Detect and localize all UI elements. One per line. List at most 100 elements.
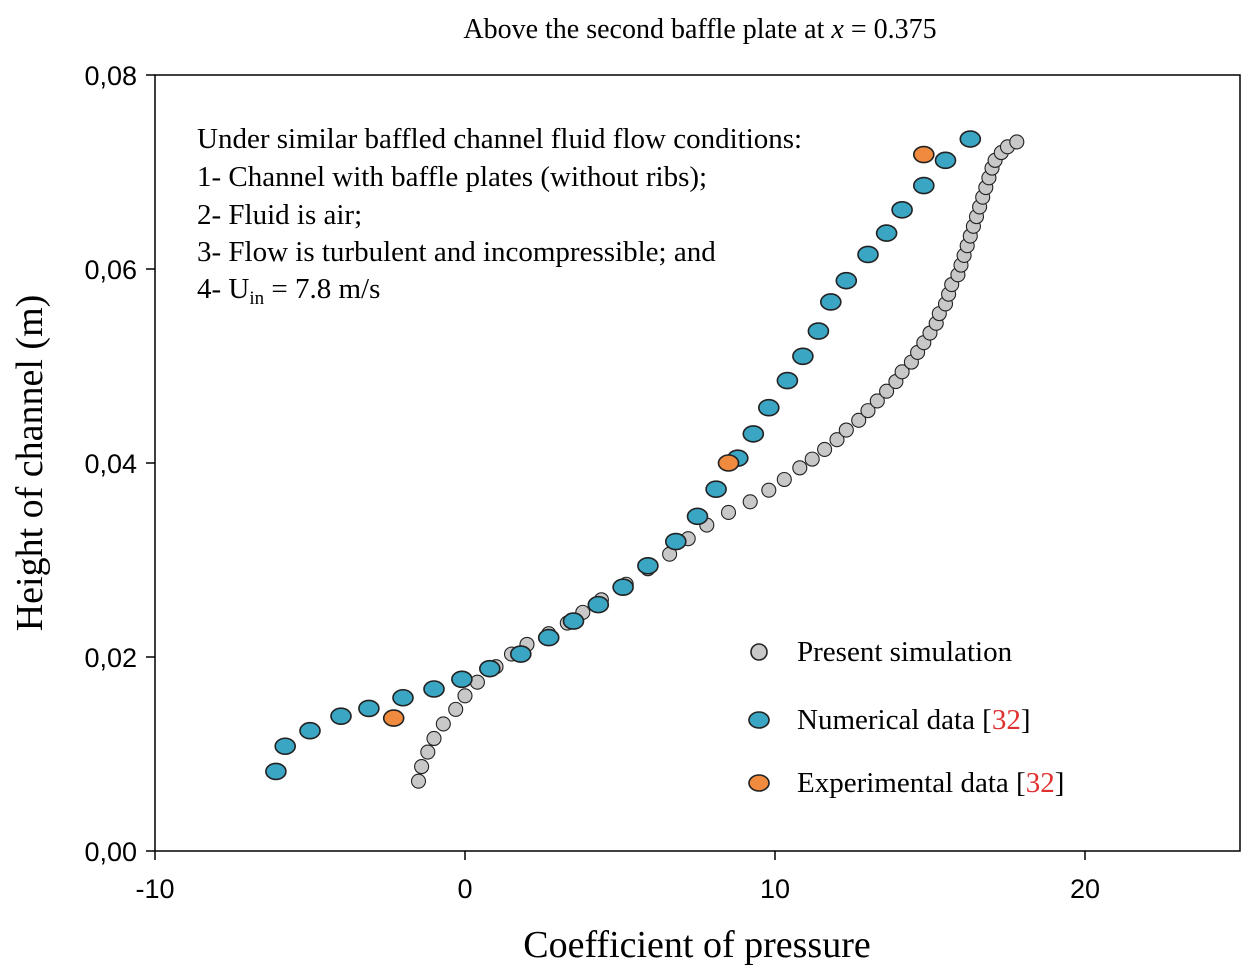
data-point: [587, 595, 610, 614]
legend-label: Experimental data [32]: [797, 767, 1064, 799]
data-point: [382, 709, 405, 727]
annotation-line-4-suffix: = 7.8 m/s: [264, 273, 380, 305]
data-point: [761, 482, 777, 498]
data-point: [894, 364, 910, 380]
y-axis-label: Height of channel (m): [9, 295, 51, 632]
legend-label-ref: 32: [992, 704, 1021, 736]
data-point: [664, 532, 687, 551]
legend-label-name: Present simulation: [797, 636, 1013, 668]
data-point: [637, 557, 659, 575]
data-point: [410, 773, 427, 789]
x-tick-label: 0: [457, 874, 472, 904]
data-point: [537, 628, 560, 647]
chart-title-prefix: Above the second baffle plate at: [463, 14, 831, 45]
chart-title-suffix: = 0.375: [844, 14, 937, 45]
legend-marker: [748, 774, 770, 792]
data-point: [819, 293, 842, 311]
y-tick-label: 0,04: [84, 449, 137, 479]
conditions-annotation: Under similar baffled channel fluid flow…: [197, 123, 802, 309]
data-point: [509, 645, 532, 663]
data-point: [934, 151, 957, 170]
x-axis-ticks: -10 0 10 20: [135, 851, 1100, 904]
data-point: [420, 744, 436, 760]
legend-label: Present simulation: [797, 636, 1013, 668]
legend-marker: [748, 711, 770, 729]
data-point: [776, 471, 792, 488]
data-point: [912, 145, 935, 164]
annotation-line-4: 4- Uin = 7.8 m/s: [197, 273, 380, 309]
x-axis-label: Coefficient of pressure: [523, 924, 871, 966]
legend-label-close: ]: [1021, 704, 1031, 736]
data-point: [792, 347, 814, 366]
data-point: [358, 699, 380, 718]
data-point: [959, 130, 982, 148]
data-point: [860, 403, 876, 419]
data-point: [875, 224, 898, 242]
data-point: [392, 688, 414, 707]
y-tick-label: 0,02: [84, 643, 137, 673]
x-tick-label: -10: [135, 874, 174, 904]
series-present-simulation: [410, 134, 1025, 789]
data-point: [879, 383, 895, 399]
data-point: [299, 721, 321, 740]
data-point: [686, 507, 709, 526]
data-point: [451, 670, 473, 689]
y-axis-ticks: 0,00 0,02 0,04 0,06 0,08: [84, 61, 155, 867]
chart-title: Above the second baffle plate at x = 0.3…: [463, 14, 936, 45]
data-point: [742, 425, 765, 443]
y-tick-label: 0,06: [84, 255, 137, 285]
data-point: [912, 176, 935, 195]
data-point: [851, 412, 867, 428]
legend-label-close: ]: [1055, 767, 1065, 799]
series-marks: [265, 130, 1025, 789]
data-point: [448, 701, 464, 717]
data-point: [835, 271, 858, 290]
legend-label-ref: 32: [1026, 767, 1055, 799]
data-point: [891, 201, 913, 219]
annotation-line-2: 2- Fluid is air;: [197, 199, 362, 231]
data-point: [857, 245, 879, 264]
legend-label-name: Numerical data [: [797, 704, 992, 736]
data-point: [414, 759, 430, 775]
legend-marker: [750, 643, 768, 661]
legend-label: Numerical data [32]: [797, 704, 1031, 736]
data-point: [807, 322, 830, 340]
data-point: [720, 504, 737, 521]
data-point: [330, 707, 352, 725]
legend-label-name: Experimental data [: [797, 767, 1026, 799]
data-point: [838, 422, 854, 438]
data-point: [426, 730, 442, 747]
data-point: [817, 441, 833, 457]
data-point: [804, 451, 820, 467]
x-tick-label: 10: [760, 874, 790, 904]
annotation-line-1: 1- Channel with baffle plates (without r…: [197, 161, 707, 193]
data-point: [612, 578, 634, 596]
data-point: [478, 659, 501, 678]
annotation-heading: Under similar baffled channel fluid flow…: [197, 123, 802, 155]
y-tick-label: 0,00: [84, 837, 137, 867]
data-point: [562, 612, 585, 630]
data-point: [705, 480, 727, 498]
data-point: [457, 688, 473, 704]
data-point: [423, 680, 445, 698]
data-point: [717, 454, 740, 472]
data-point: [274, 737, 297, 756]
data-point: [435, 716, 451, 732]
chart-title-var: x: [830, 14, 844, 45]
annotation-line-4-sub: in: [249, 288, 264, 309]
series-numerical-data: [265, 130, 982, 781]
annotation-line-4-prefix: 4- U: [197, 273, 249, 305]
data-point: [869, 393, 885, 409]
data-point: [1009, 134, 1025, 150]
data-point: [265, 762, 287, 781]
data-point: [776, 371, 799, 390]
data-point: [757, 398, 780, 417]
annotation-line-3: 3- Flow is turbulent and incompressible;…: [197, 236, 716, 268]
data-point: [742, 494, 758, 510]
series-experimental-data: [382, 145, 935, 727]
data-point: [469, 674, 485, 690]
data-point: [792, 460, 808, 476]
data-point: [829, 432, 845, 448]
